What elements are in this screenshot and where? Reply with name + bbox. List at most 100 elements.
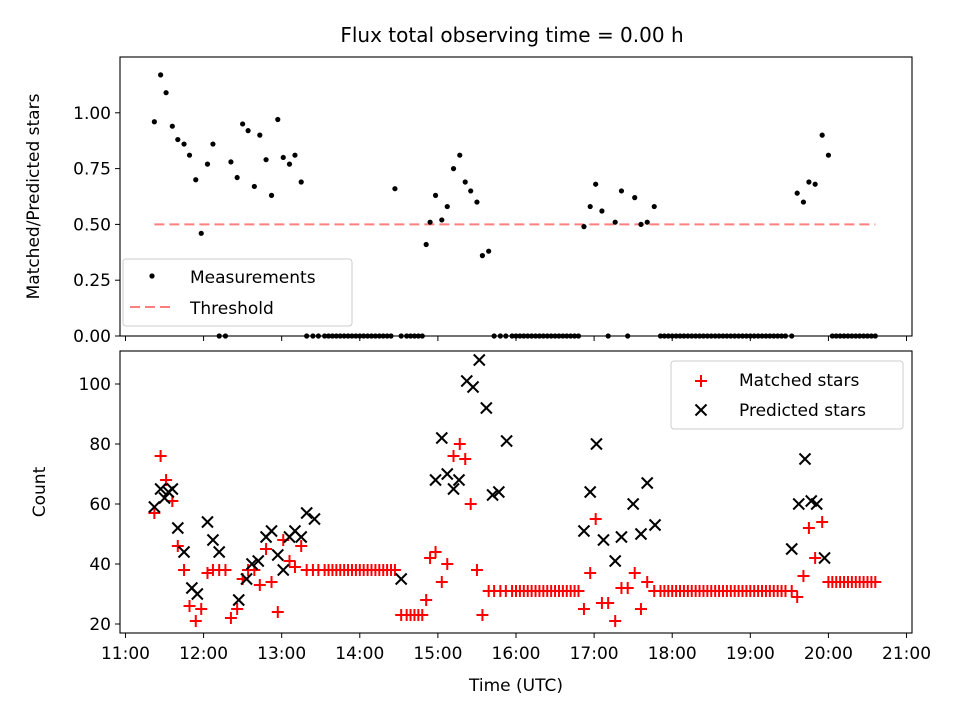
- matched-star-point: [219, 564, 232, 576]
- matched-star-point: [388, 564, 401, 576]
- matched-star-point: [189, 615, 202, 627]
- bottom-x-tick-label: 15:00: [413, 644, 462, 664]
- bottom-x-tick-label: 18:00: [648, 644, 697, 664]
- measurement-point: [423, 241, 429, 248]
- matched-star-point: [148, 507, 161, 519]
- predicted-star-point: [300, 506, 313, 520]
- measurement-point: [612, 219, 618, 225]
- predicted-star-point: [441, 467, 454, 481]
- measurement-point: [158, 72, 164, 78]
- bottom-x-tick-label: 12:00: [179, 644, 228, 664]
- measurement-point: [819, 132, 825, 138]
- measurement-point: [599, 208, 605, 214]
- bottom-x-tick-label: 13:00: [257, 644, 306, 664]
- measurement-point: [638, 221, 644, 227]
- measurement-point: [292, 152, 298, 158]
- bottom-x-tick-label: 20:00: [804, 644, 853, 664]
- measurement-point: [268, 192, 275, 198]
- predicted-star-point: [452, 473, 466, 487]
- top-legend: Measurements Threshold: [122, 258, 353, 327]
- bottom-y-tick-label: 80: [89, 435, 111, 455]
- matched-star-point: [171, 540, 184, 552]
- predicted-star-point: [240, 572, 253, 586]
- figure-title: Flux total observing time = 0.00 h: [340, 23, 683, 47]
- measurement-point: [444, 203, 450, 210]
- predicted-star-point: [818, 551, 831, 565]
- legend-marker-predicted: [694, 403, 708, 417]
- bottom-x-tick-label: 14:00: [335, 644, 384, 664]
- measurement-point: [263, 157, 269, 163]
- matched-star-point: [435, 576, 448, 588]
- measurement-point: [210, 141, 216, 147]
- bottom-y-axis-label: Count: [30, 466, 50, 517]
- measurement-point: [298, 179, 304, 185]
- measurement-point: [651, 203, 657, 210]
- matched-star-point: [260, 543, 273, 555]
- predicted-star-point: [148, 500, 161, 514]
- matched-star-point: [628, 567, 641, 579]
- bottom-y-tick-label: 60: [89, 495, 111, 515]
- measurement-point: [457, 152, 463, 158]
- measurement-point: [794, 190, 800, 196]
- measurement-point: [450, 166, 457, 172]
- bottom-axes-ticks: 20 40 60 80 100 11:00 12:00 13:00 14:00 15:00 16:0…: [79, 375, 931, 664]
- legend-label-matched: Matched stars: [739, 371, 859, 391]
- matched-star-point: [231, 603, 244, 615]
- top-y-tick-label: 1.00: [73, 104, 111, 124]
- matched-star-point: [476, 609, 489, 621]
- measurement-point: [240, 121, 246, 127]
- matched-star-point: [572, 585, 585, 597]
- measurement-point: [186, 152, 193, 158]
- measurement-point: [806, 179, 812, 185]
- predicted-star-point: [590, 437, 603, 451]
- measurement-point: [644, 219, 650, 225]
- matched-star-point: [154, 450, 167, 462]
- predicted-star-point: [171, 521, 185, 535]
- measurement-point: [251, 183, 257, 190]
- predicted-star-point: [648, 518, 662, 532]
- top-axes-ticks: 0.00 0.25 0.50 0.75 1.00: [73, 104, 908, 347]
- matched-star-point: [265, 576, 278, 588]
- matched-star-point: [621, 582, 634, 594]
- top-y-tick-label: 0.75: [73, 160, 111, 180]
- predicted-star-point: [634, 527, 648, 541]
- matched-star-point: [791, 591, 804, 603]
- legend-plus-glyph: [695, 375, 707, 387]
- predicted-star-point: [177, 545, 191, 559]
- measurement-point: [275, 116, 281, 123]
- predicted-star-point: [480, 401, 493, 415]
- predicted-star-point: [435, 431, 449, 445]
- predicted-star-point: [615, 530, 628, 544]
- bottom-axes: 20 40 60 80 100 11:00 12:00 13:00 14:00 15:00 16:0…: [30, 350, 931, 696]
- predicted-star-point: [785, 542, 798, 556]
- predicted-star-point: [486, 488, 499, 502]
- bottom-x-tick-label: 21:00: [882, 644, 931, 664]
- predicted-star-point: [608, 554, 622, 568]
- measurement-point: [151, 119, 157, 125]
- measurement-point: [181, 141, 187, 147]
- matched-star-point: [416, 609, 429, 621]
- bottom-y-tick-label: 20: [89, 615, 111, 635]
- matched-star-point: [453, 438, 466, 450]
- matched-star-point: [785, 585, 798, 597]
- measurement-point: [474, 199, 480, 205]
- matched-star-point: [797, 570, 810, 582]
- matched-star-point: [195, 603, 208, 615]
- predicted-star-point: [597, 533, 610, 547]
- measurement-point: [286, 161, 293, 167]
- predicted-star-point: [154, 482, 167, 496]
- matched-star-point: [459, 453, 472, 465]
- bottom-y-tick-label: 100: [79, 375, 111, 395]
- predicted-star-point: [394, 572, 408, 586]
- predicted-star-point: [583, 485, 597, 499]
- matched-star-point: [424, 552, 437, 564]
- measurement-point: [280, 154, 286, 161]
- top-legend-box: [122, 258, 353, 327]
- matched-star-point: [183, 600, 196, 612]
- bottom-x-tick-label: 17:00: [570, 644, 619, 664]
- top-y-tick-label: 0.50: [73, 215, 111, 235]
- matched-star-point: [253, 579, 266, 591]
- matched-star-point: [295, 540, 308, 552]
- matched-star-point: [816, 516, 829, 528]
- matched-star-point: [609, 615, 622, 627]
